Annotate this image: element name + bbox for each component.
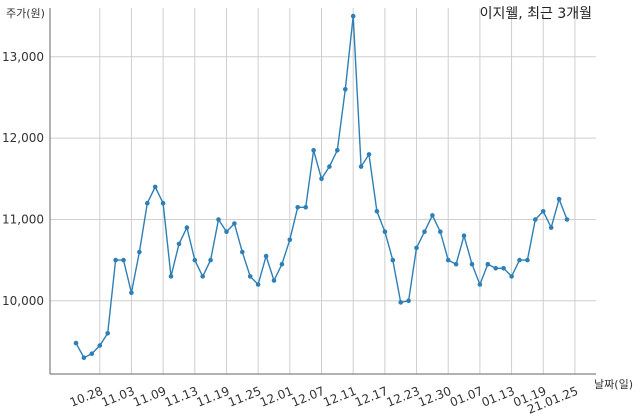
price-point	[540, 209, 546, 214]
price-point	[509, 274, 514, 279]
price-point	[493, 266, 499, 271]
price-point	[414, 245, 419, 251]
price-point	[208, 257, 213, 263]
price-point	[224, 229, 229, 234]
y-tick-label: 10,000	[2, 294, 44, 308]
price-point	[295, 205, 301, 210]
price-point	[89, 351, 95, 357]
price-point	[73, 340, 79, 346]
y-tick-label: 12,000	[2, 131, 44, 145]
price-point	[533, 217, 538, 222]
price-point	[176, 241, 182, 247]
x-axis-title: 날짜(일)	[594, 377, 633, 391]
y-tick-label: 11,000	[2, 212, 44, 226]
price-point	[192, 257, 198, 263]
price-point	[556, 196, 562, 202]
price-point	[485, 261, 491, 267]
price-point	[121, 257, 126, 263]
price-point	[247, 274, 253, 279]
price-point	[366, 152, 372, 157]
price-point	[358, 164, 364, 169]
price-point	[564, 217, 570, 222]
price-point	[303, 205, 309, 210]
price-point	[445, 257, 451, 263]
y-tick-label: 13,000	[2, 50, 44, 64]
price-point	[137, 249, 142, 255]
y-axis-title: 주가(원)	[6, 7, 45, 20]
price-point	[453, 261, 459, 267]
price-point	[160, 200, 166, 206]
price-point	[311, 148, 316, 153]
chart-title: 이지웰, 최근 3개월	[480, 6, 592, 22]
price-point	[350, 13, 356, 19]
price-point	[200, 274, 205, 279]
price-point	[335, 148, 340, 153]
price-point	[461, 233, 467, 238]
gridlines	[50, 8, 596, 374]
price-point	[216, 217, 221, 222]
price-point	[382, 229, 388, 234]
price-point	[81, 355, 87, 361]
price-point	[287, 237, 293, 243]
price-point	[105, 331, 110, 336]
price-point	[145, 200, 150, 206]
price-point	[390, 257, 396, 263]
price-point	[279, 261, 285, 267]
axes	[49, 8, 596, 375]
price-point	[374, 209, 380, 214]
price-point	[232, 221, 237, 226]
price-point	[343, 87, 348, 92]
labels: 10.2811.0311.0911.1311.1911.2512.0112.07…	[2, 6, 633, 414]
price-point	[255, 282, 261, 287]
price-point	[113, 257, 118, 263]
price-point	[501, 266, 506, 271]
price-point	[129, 290, 134, 296]
price-point	[319, 176, 324, 182]
price-point	[263, 253, 269, 259]
price-point	[438, 229, 443, 234]
price-point	[477, 282, 483, 287]
price-point	[97, 343, 103, 348]
price-point	[327, 164, 332, 169]
price-point	[548, 225, 554, 230]
price-point	[271, 278, 277, 283]
price-point	[525, 257, 530, 263]
price-point	[240, 249, 245, 255]
price-point	[398, 300, 404, 305]
price-point	[168, 274, 174, 279]
price-point	[152, 184, 158, 190]
price-point	[406, 298, 411, 304]
price-series	[73, 13, 570, 361]
price-point	[184, 225, 190, 230]
price-point	[422, 229, 427, 234]
price-point	[430, 213, 435, 218]
price-point	[517, 257, 522, 263]
price-point	[469, 261, 475, 267]
